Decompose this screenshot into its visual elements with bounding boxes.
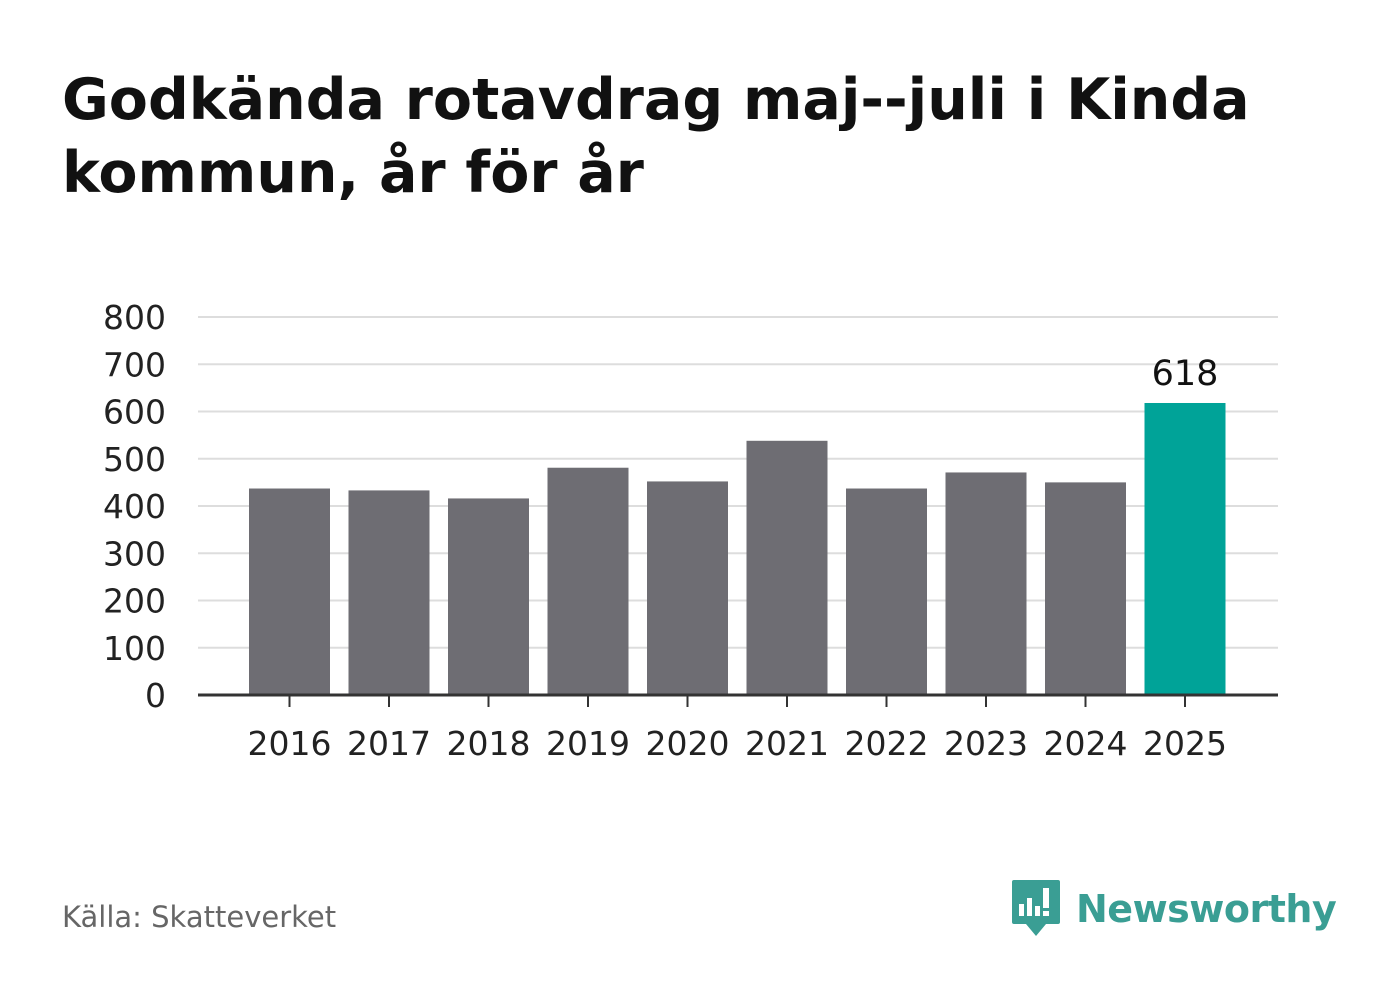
x-tick-label: 2016 xyxy=(248,724,332,763)
x-tick-label: 2021 xyxy=(745,724,829,763)
bar-2022 xyxy=(846,488,927,695)
x-tick-label: 2025 xyxy=(1143,724,1227,763)
x-axis xyxy=(198,693,1278,707)
brand-name: Newsworthy xyxy=(1076,887,1337,931)
chart-title: Godkända rotavdrag maj--juli i Kinda kom… xyxy=(62,67,1250,206)
x-tick-label: 2024 xyxy=(1044,724,1128,763)
newsworthy-logo-icon xyxy=(1012,880,1060,936)
source-note: Källa: Skatteverket xyxy=(62,900,337,934)
y-tick-label: 100 xyxy=(103,629,166,668)
y-tick-label: 500 xyxy=(103,440,166,479)
x-tick-label: 2022 xyxy=(845,724,929,763)
y-axis-ticks: 0 100 200 300 400 500 600 700 800 xyxy=(103,298,166,715)
data-label: 618 xyxy=(1152,354,1219,394)
y-tick-label: 300 xyxy=(103,534,166,573)
y-tick-label: 400 xyxy=(103,487,166,526)
bar-2025 xyxy=(1144,402,1226,695)
x-tick-label: 2018 xyxy=(447,724,531,763)
x-tick-label: 2020 xyxy=(646,724,730,763)
bar-2019 xyxy=(547,467,629,695)
bar-2024 xyxy=(1045,482,1126,695)
y-tick-label: 700 xyxy=(103,345,166,384)
y-tick-label: 200 xyxy=(103,582,166,621)
bar-2023 xyxy=(945,472,1027,695)
bar-2020 xyxy=(647,481,728,695)
y-tick-label: 0 xyxy=(145,676,166,715)
bar-2021 xyxy=(746,440,828,695)
x-tick-label: 2023 xyxy=(944,724,1028,763)
data-labels: 618 xyxy=(1152,354,1219,394)
y-tick-label: 600 xyxy=(103,393,166,432)
bar-2018 xyxy=(448,498,529,695)
bar-2016 xyxy=(249,488,330,695)
x-tick-label: 2019 xyxy=(546,724,630,763)
bar-2017 xyxy=(348,490,430,695)
brand-logo: Newsworthy xyxy=(1010,878,1337,940)
y-tick-label: 800 xyxy=(103,298,166,337)
bars xyxy=(249,402,1226,695)
x-tick-label: 2017 xyxy=(347,724,431,763)
x-axis-ticks: 2016 2017 2018 2019 2020 2021 2022 2023 2024 2025 xyxy=(248,724,1227,763)
